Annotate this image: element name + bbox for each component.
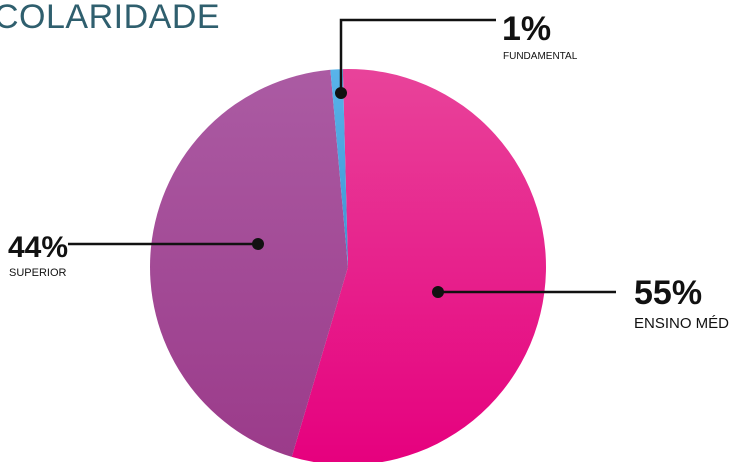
slice-category-label-fundamental: FUNDAMENTAL	[503, 51, 578, 62]
leader-dot-fundamental	[335, 87, 347, 99]
pie-slice-superior	[150, 69, 348, 457]
leader-line-fundamental	[339, 18, 496, 93]
leader-dot-superior	[252, 238, 264, 250]
slice-value-label-ensino-medio: 55%	[634, 274, 702, 312]
pie-slice-ensino-medio	[291, 69, 546, 462]
leader-dot-ensino-medio	[432, 286, 444, 298]
pie-slices	[150, 69, 546, 462]
pie-slice-fundamental	[330, 69, 348, 268]
slice-value-label-superior: 44%	[8, 231, 68, 264]
slice-category-label-superior: SUPERIOR	[9, 267, 67, 279]
leader-lines	[68, 18, 616, 298]
slice-category-label-ensino-medio: ENSINO MÉDIO	[634, 315, 730, 332]
chart-title: COLARIDADE	[0, 0, 220, 36]
slice-value-label-fundamental: 1%	[502, 10, 551, 48]
